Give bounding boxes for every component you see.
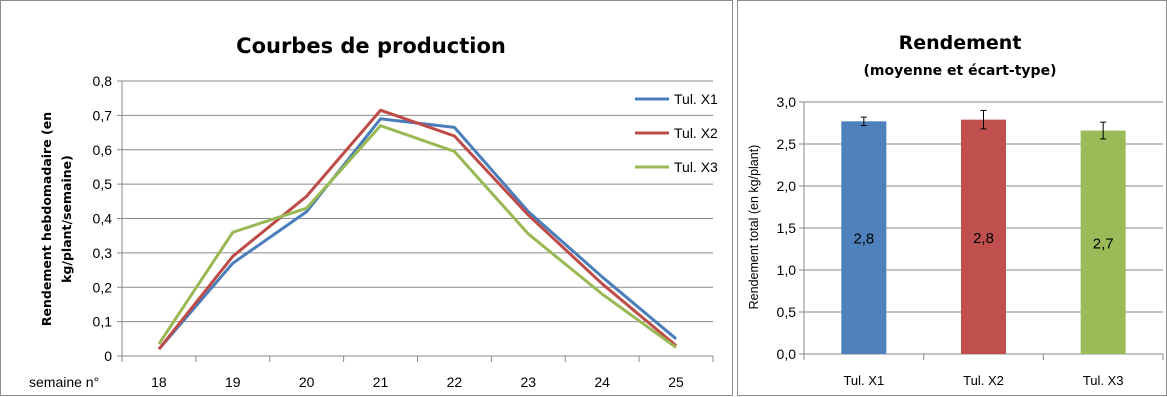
y-tick-label: 0,5 (93, 176, 113, 192)
y-tick-label: 1,0 (777, 262, 797, 278)
series-line (157, 117, 678, 351)
legend-label: Tul. X2 (674, 125, 718, 141)
x-tick-label: Tul. X2 (963, 373, 1004, 388)
x-tick-label: 21 (373, 374, 389, 390)
x-tick-label: 19 (225, 374, 241, 390)
y-tick-label: 3,0 (777, 94, 797, 110)
production-curves-panel: Courbes de production 0 0,1 0,2 0,3 0,4 0,5 0,… (0, 0, 733, 396)
data-label: 2,7 (1093, 235, 1114, 252)
bar (1080, 130, 1126, 354)
y-tick-label: 0 (104, 348, 112, 364)
bars: 2,8 2,8 2,7 (841, 109, 1126, 354)
chart-title: Courbes de production (236, 34, 506, 58)
series-lines (157, 108, 678, 351)
gridlines (117, 80, 714, 362)
bar (961, 119, 1006, 354)
x-tick-label: 23 (521, 374, 537, 390)
y-tick-label: 0,8 (93, 73, 113, 89)
y-tick-label: 0,5 (777, 304, 797, 320)
y-tick-label: 1,5 (777, 220, 797, 236)
data-label: 2,8 (973, 230, 994, 247)
x-tick-label: 24 (594, 374, 610, 390)
y-tick-labels: 0,0 0,5 1,0 1,5 2,0 2,5 3,0 (777, 94, 797, 362)
x-tick-label: 18 (151, 374, 167, 390)
chart-subtitle: (moyenne et écart-type) (864, 63, 1057, 79)
x-axis-label: semaine n° (29, 374, 99, 390)
y-tick-label: 0,4 (93, 211, 113, 227)
y-tick-labels: 0 0,1 0,2 0,3 0,4 0,5 0,6 0,7 0,8 (93, 73, 113, 364)
x-tick-label: 25 (668, 374, 684, 390)
y-tick-label: 2,0 (777, 178, 797, 194)
y-tick-label: 0,2 (93, 279, 113, 295)
bar (841, 121, 887, 354)
y-tick-label: 2,5 (777, 136, 797, 152)
x-tick-label: 20 (299, 374, 315, 390)
x-tick-label: Tul. X3 (1083, 373, 1124, 388)
production-curves-chart: Courbes de production 0 0,1 0,2 0,3 0,4 0,5 0,… (29, 34, 718, 390)
y-tick-label: 0,6 (93, 142, 113, 158)
x-tick-label: 22 (447, 374, 463, 390)
y-axis-label-line1: Rendement hebdomadaire (en (39, 112, 54, 326)
x-tick-label: Tul. X1 (843, 373, 884, 388)
y-axis-label: Rendement total (en kg/plant) (747, 145, 761, 310)
y-tick-label: 0,0 (777, 346, 797, 362)
legend-label: Tul. X3 (674, 159, 718, 175)
legend: Tul. X1 Tul. X2 Tul. X3 (635, 91, 718, 175)
series-line (157, 124, 677, 349)
legend-label: Tul. X1 (674, 91, 718, 107)
yield-bar-chart: Rendement (moyenne et écart-type) 0,0 0,5… (747, 32, 1164, 388)
y-axis-label-line2: kg/plant/semaine) (59, 155, 74, 283)
x-tick-labels: Tul. X1 Tul. X2 Tul. X3 (843, 373, 1123, 388)
yield-panel: Rendement (moyenne et écart-type) 0,0 0,5… (737, 0, 1167, 396)
series-line (157, 108, 678, 351)
x-tick-labels: 18 19 20 21 22 23 24 25 (151, 374, 684, 390)
data-label: 2,8 (853, 231, 874, 248)
y-tick-label: 0,3 (93, 245, 113, 261)
y-tick-label: 0,1 (93, 314, 113, 330)
y-axis-label: Rendement hebdomadaire (en kg/plant/sema… (39, 112, 74, 326)
chart-title: Rendement (899, 32, 1022, 54)
y-tick-label: 0,7 (93, 107, 113, 123)
